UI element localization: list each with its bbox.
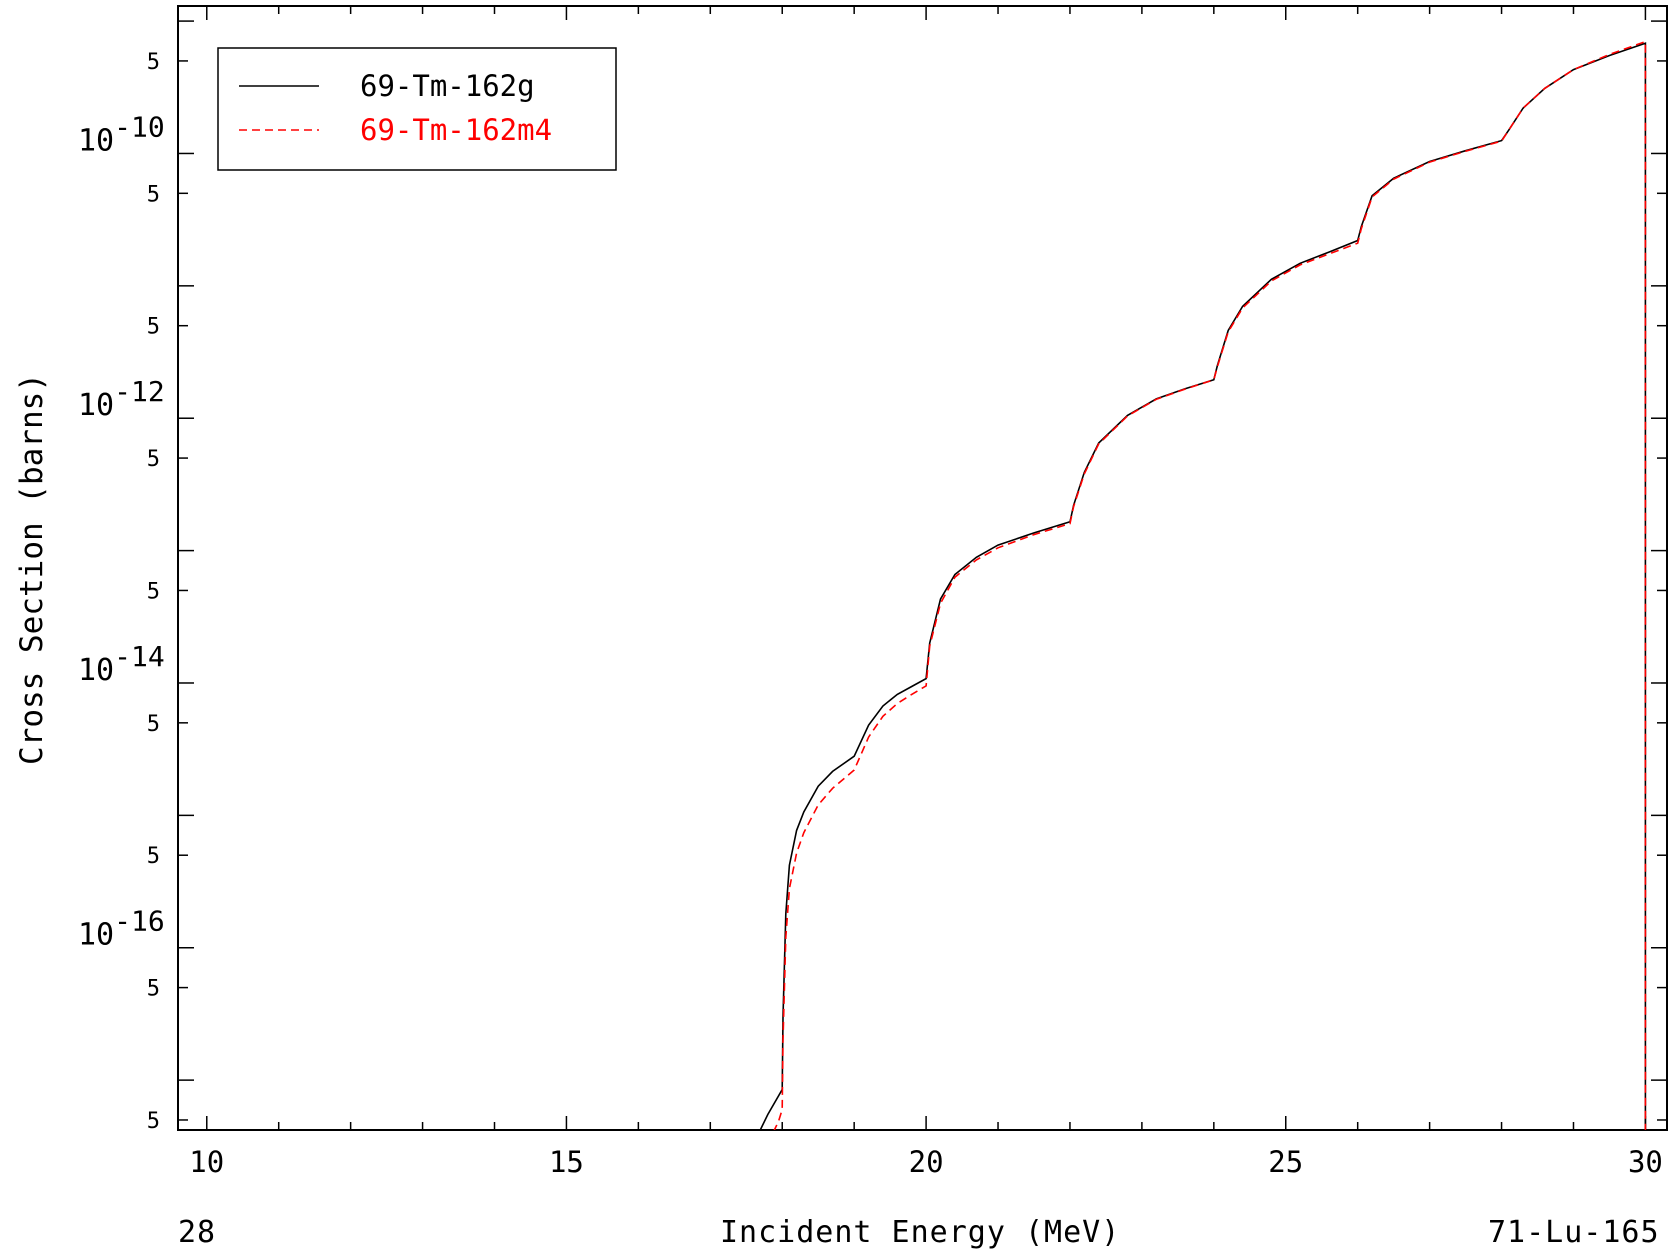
y-decade-label: 10-16 <box>78 905 165 953</box>
plot-frame <box>177 5 1668 1131</box>
x-tick-label: 10 <box>189 1145 224 1179</box>
y-minor-tick-label: 5 <box>147 182 160 207</box>
series-line-0 <box>759 42 1647 1130</box>
legend-label-1: 69-Tm-162m4 <box>360 113 552 147</box>
axis-ticks <box>178 6 1667 1130</box>
y-minor-tick-label: 5 <box>147 50 160 75</box>
legend-box <box>217 47 617 171</box>
x-axis-tick-labels: 10 15 20 25 30 <box>189 1145 1663 1179</box>
x-tick-label: 20 <box>909 1145 944 1179</box>
y-decade-label: 10-14 <box>78 640 165 688</box>
x-tick-label: 25 <box>1268 1145 1303 1179</box>
series-line-1 <box>773 40 1647 1130</box>
y-minor-tick-label: 5 <box>147 315 160 340</box>
y-minor-tick-label: 5 <box>147 712 160 737</box>
x-tick-label: 15 <box>549 1145 584 1179</box>
y-minor-tick-label: 5 <box>147 844 160 869</box>
x-tick-label: 30 <box>1628 1145 1663 1179</box>
y-minor-tick-label: 5 <box>147 579 160 604</box>
y-minor-tick-label: 5 <box>147 1109 160 1134</box>
series-lines <box>759 40 1647 1130</box>
footer-left-label: 28 <box>178 1215 217 1250</box>
y-axis-tick-labels: 5 5 5 5 5 5 5 5 5 10-10 10-12 10-14 10-16 <box>78 50 165 1134</box>
legend: 69-Tm-162g 69-Tm-162m4 <box>217 47 617 171</box>
y-minor-tick-label: 5 <box>147 447 160 472</box>
y-decade-label: 10-10 <box>78 110 165 158</box>
y-axis-label: Cross Section (barns) <box>14 373 50 765</box>
footer-right-label: 71-Lu-165 <box>1488 1215 1660 1250</box>
x-axis-label: Incident Energy (MeV) <box>720 1215 1121 1250</box>
y-minor-tick-label: 5 <box>147 977 160 1002</box>
legend-label-0: 69-Tm-162g <box>360 69 535 103</box>
y-decade-label: 10-12 <box>78 375 165 423</box>
